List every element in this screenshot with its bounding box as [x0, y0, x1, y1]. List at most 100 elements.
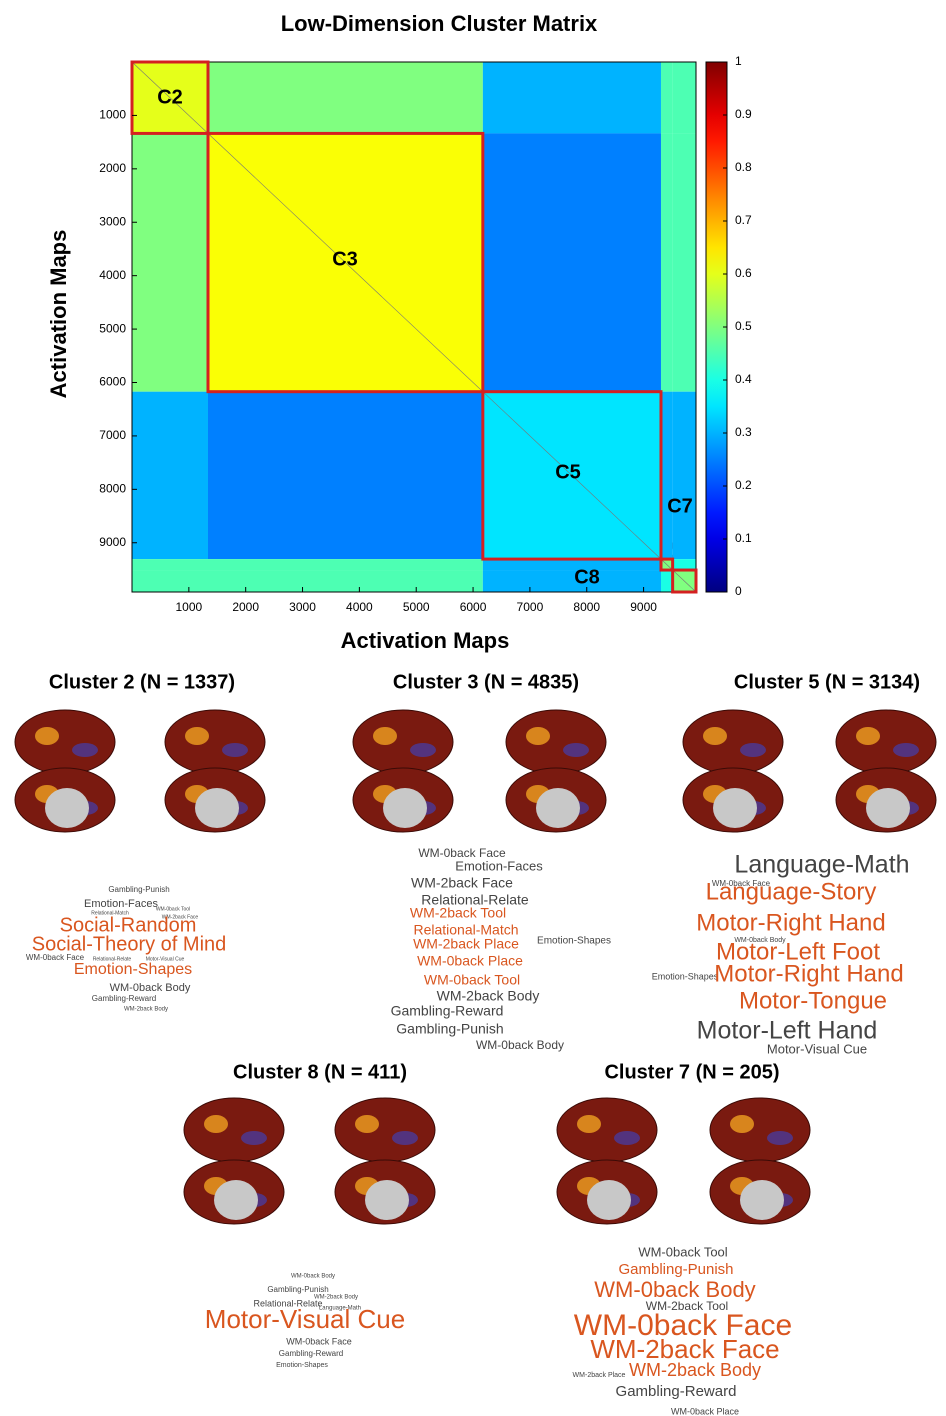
cluster-title: Cluster 7 (N = 205): [604, 1061, 779, 1083]
word-cloud-word: Emotion-Shapes: [74, 961, 192, 978]
brain-midline: [866, 788, 910, 828]
heatmap-cell: [208, 570, 483, 592]
word-cloud-word: Motor-Right Hand: [696, 909, 885, 936]
brain-deactivation: [241, 1131, 267, 1145]
heatmap-cell: [661, 570, 673, 592]
x-tick-label: 9000: [630, 600, 657, 614]
word-cloud-word: WM-2back Place: [573, 1372, 626, 1379]
colorbar-tick-label: 0.2: [735, 478, 752, 492]
x-axis-label: Activation Maps: [341, 628, 510, 653]
y-axis-label: Activation Maps: [46, 230, 71, 399]
brain-surface: [335, 1098, 435, 1162]
y-tick-label: 3000: [99, 214, 126, 228]
x-tick-label: 1000: [175, 600, 202, 614]
word-cloud-word: WM-0back Tool: [638, 1244, 727, 1259]
brain-surface: [165, 710, 265, 774]
colorbar-tick-label: 0.9: [735, 107, 752, 121]
x-tick-label: 7000: [517, 600, 544, 614]
word-cloud-word: WM-0back Body: [476, 1038, 564, 1052]
brain-midline: [713, 788, 757, 828]
y-tick-label: 5000: [99, 321, 126, 335]
word-cloud-word: WM-0back Place: [417, 953, 523, 969]
colorbar-tick-label: 0.5: [735, 319, 752, 333]
cluster-title: Cluster 2 (N = 1337): [49, 671, 235, 693]
heatmap-cell: [661, 392, 673, 559]
word-cloud-word: WM-2back Body: [629, 1360, 761, 1380]
brain-activation: [373, 727, 397, 745]
word-cloud-word: Motor-Tongue: [739, 987, 887, 1014]
word-cloud-word: Gambling-Reward: [391, 1003, 504, 1019]
heatmap-cell: [132, 559, 208, 570]
heatmap-cell: [132, 392, 208, 559]
brain-midline: [536, 788, 580, 828]
word-cloud-word: Gambling-Punish: [618, 1261, 733, 1278]
word-cloud-word: WM-0back Tool: [424, 972, 520, 988]
brain-activation: [703, 727, 727, 745]
brain-midline: [195, 788, 239, 828]
brain-surface: [683, 710, 783, 774]
word-cloud-word: WM-2back Body: [437, 988, 540, 1004]
x-tick-label: 8000: [573, 600, 600, 614]
x-tick-label: 3000: [289, 600, 316, 614]
y-tick-label: 6000: [99, 375, 126, 389]
brain-midline: [45, 788, 89, 828]
heatmap-cell: [483, 62, 661, 133]
brain-activation: [856, 727, 880, 745]
colorbar-tick-label: 0: [735, 584, 742, 598]
word-cloud-word: Emotion-Shapes: [652, 971, 719, 981]
brain-deactivation: [72, 743, 98, 757]
brain-activation: [204, 1115, 228, 1133]
brain-activation: [577, 1115, 601, 1133]
word-cloud-word: WM-0back Place: [671, 1406, 739, 1416]
brain-deactivation: [410, 743, 436, 757]
word-cloud-word: WM-0back Body: [110, 982, 191, 994]
cluster-box-label: C2: [157, 86, 183, 108]
cluster-box-label: C3: [332, 248, 358, 270]
x-tick-label: 6000: [460, 600, 487, 614]
word-cloud-word: Gambling-Reward: [616, 1383, 737, 1400]
word-cloud-word: Emotion-Shapes: [537, 936, 611, 947]
word-cloud-word: WM-2back Place: [413, 936, 519, 952]
word-cloud-word: WM-0back Body: [594, 1277, 755, 1302]
cluster-title: Cluster 8 (N = 411): [233, 1061, 407, 1083]
word-cloud-word: Motor-Visual Cue: [205, 1304, 405, 1334]
brain-deactivation: [563, 743, 589, 757]
word-cloud-word: Motor-Left Hand: [697, 1017, 878, 1045]
word-cloud-word: WM-0back Face: [286, 1336, 352, 1346]
heatmap-cell: [483, 559, 661, 570]
brain-deactivation: [893, 743, 919, 757]
brain-surface: [184, 1098, 284, 1162]
heatmap-cell: [673, 62, 696, 133]
y-tick-label: 8000: [99, 482, 126, 496]
word-cloud-word: Language-Story: [706, 878, 877, 905]
colorbar-tick-label: 0.4: [735, 372, 752, 386]
brain-deactivation: [614, 1131, 640, 1145]
brain-surface: [506, 710, 606, 774]
colorbar-tick-label: 1: [735, 54, 742, 68]
brain-surface: [15, 710, 115, 774]
heatmap-cell: [483, 133, 661, 391]
heatmap-cell: [208, 62, 483, 133]
cluster-box-label: C5: [555, 461, 581, 483]
heatmap-cell: [673, 133, 696, 391]
x-tick-label: 4000: [346, 600, 373, 614]
word-cloud-word: Gambling-Punish: [396, 1021, 503, 1037]
word-cloud-word: WM-2back Face: [411, 875, 513, 891]
y-tick-label: 9000: [99, 535, 126, 549]
brain-surface: [836, 710, 936, 774]
colorbar-tick-label: 0.1: [735, 531, 752, 545]
word-cloud-word: Language-Math: [734, 851, 909, 879]
heatmap-cell: [208, 559, 483, 570]
chart-title: Low-Dimension Cluster Matrix: [281, 11, 598, 36]
word-cloud-word: Emotion-Faces: [84, 898, 158, 910]
cluster-box-label: C8: [574, 566, 600, 588]
word-cloud-word: Gambling-Punish: [267, 1285, 328, 1294]
heatmap-cell: [208, 392, 483, 559]
brain-surface: [557, 1098, 657, 1162]
word-cloud-word: Social-Theory of Mind: [32, 933, 227, 955]
figure: Low-Dimension Cluster Matrix Activation …: [0, 0, 946, 1416]
word-cloud-word: Gambling-Reward: [279, 1349, 343, 1358]
y-tick-label: 1000: [99, 108, 126, 122]
brain-activation: [35, 727, 59, 745]
brain-activation: [526, 727, 550, 745]
